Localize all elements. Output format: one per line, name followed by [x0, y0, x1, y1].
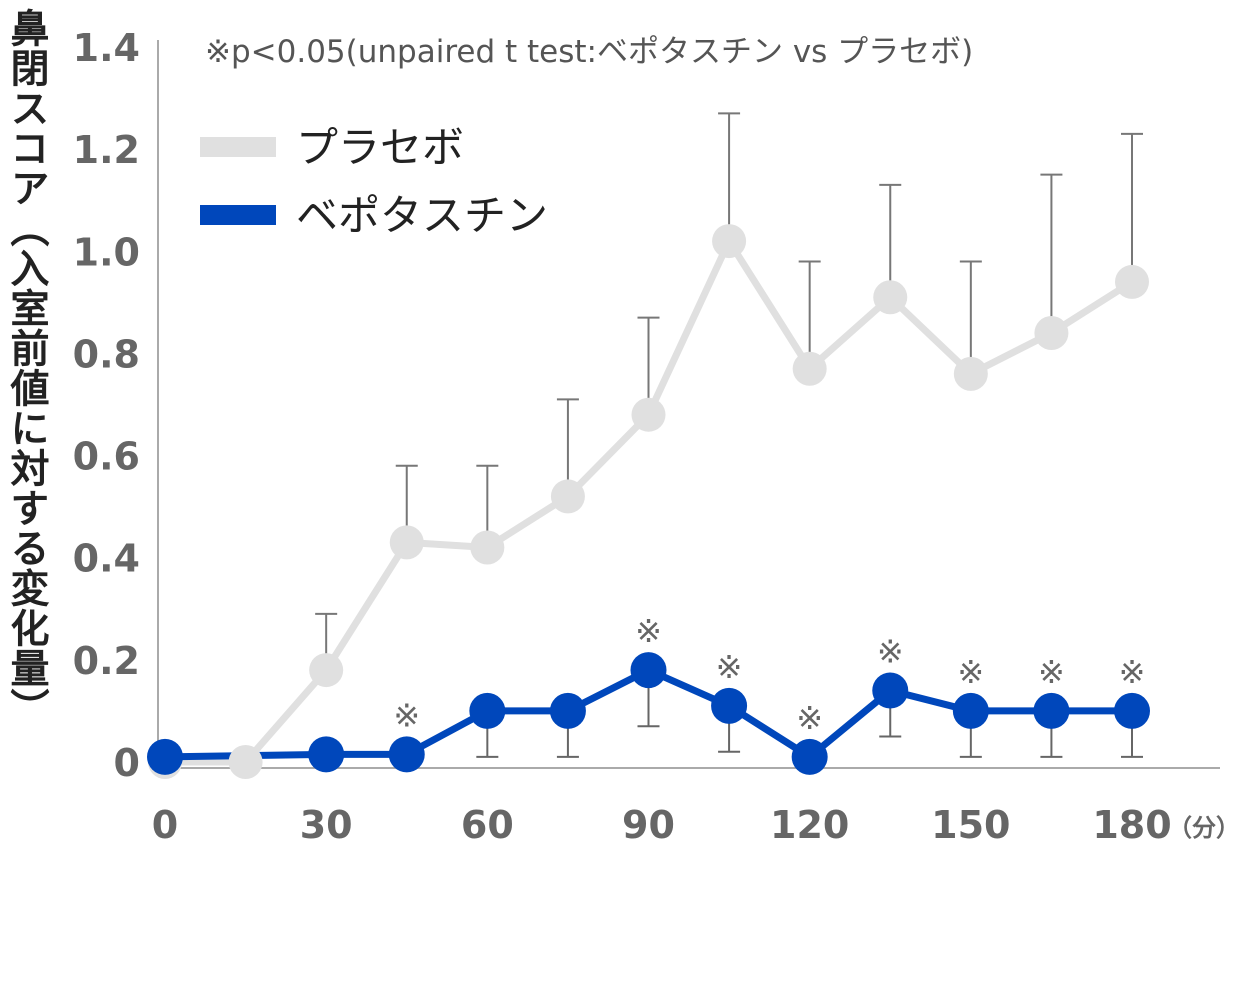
placebo-point — [309, 653, 344, 688]
significance-mark: ※ — [393, 696, 420, 734]
placebo-point — [953, 356, 988, 391]
bepotastine-point — [469, 692, 506, 729]
x-tick-label: 150 — [931, 803, 1010, 847]
x-unit-label: （分） — [1168, 814, 1233, 842]
placebo-point — [470, 530, 505, 565]
y-axis-label: 鼻閉スコア（入室前値に対する変化量） — [4, 8, 49, 728]
placebo-point — [631, 397, 666, 432]
significance-mark: ※ — [957, 653, 984, 691]
x-tick-label: 120 — [770, 803, 849, 847]
y-tick-label: 0.4 — [73, 537, 140, 581]
bepotastine-point — [147, 738, 183, 775]
placebo-point — [550, 479, 585, 514]
bepotastine-point — [952, 692, 989, 729]
significance-mark: ※ — [877, 633, 904, 671]
significance-note: ※p<0.05(unpaired t test:ベポタスチン vs プラセボ) — [205, 34, 973, 70]
y-tick-label: 0 — [114, 741, 140, 785]
bepotastine-point — [549, 692, 586, 729]
bepotastine-point — [872, 672, 909, 709]
y-tick-label: 1.0 — [73, 230, 140, 274]
y-tick-label: 1.4 — [73, 26, 140, 70]
x-tick-label: 180 — [1092, 803, 1171, 847]
y-tick-label: 0.6 — [73, 435, 140, 479]
placebo-point — [389, 525, 424, 560]
bepotastine-point — [630, 652, 667, 689]
significance-mark: ※ — [635, 612, 662, 650]
y-tick-label: 1.2 — [73, 128, 140, 172]
significance-mark: ※ — [796, 699, 823, 737]
placebo-point — [1115, 264, 1149, 299]
bepotastine-point — [711, 687, 748, 724]
data-points — [147, 224, 1150, 779]
placebo-point — [1034, 316, 1069, 350]
x-tick-label: 60 — [461, 803, 514, 847]
bepotastine-point — [1033, 692, 1070, 729]
significance-marks: ※ ※ ※ ※ ※ ※ ※ ※ — [393, 612, 1145, 737]
bepotastine-point — [791, 738, 828, 775]
y-tick-label: 0.2 — [73, 639, 140, 683]
placebo-point — [873, 280, 908, 315]
bepotastine-point — [388, 736, 425, 773]
legend-label: ベポタスチン — [296, 191, 548, 240]
placebo-point — [228, 745, 263, 779]
x-tick-label: 90 — [622, 803, 675, 847]
significance-mark: ※ — [1038, 653, 1065, 691]
legend-label: プラセボ — [296, 123, 464, 172]
placebo-point — [792, 351, 827, 386]
significance-mark: ※ — [716, 648, 743, 686]
placebo-point — [712, 224, 747, 259]
significance-mark: ※ — [1119, 653, 1146, 691]
x-tick-label: 30 — [300, 803, 353, 847]
x-tick-label: 0 — [152, 803, 178, 847]
bepotastine-point — [308, 736, 345, 773]
y-tick-label: 0.8 — [73, 332, 140, 376]
bepotastine-point — [1114, 692, 1150, 729]
tick-labels: 0 0.2 0.4 0.6 0.8 1.0 1.2 1.4 0 30 60 90 120 150 180（分… — [73, 26, 1233, 847]
